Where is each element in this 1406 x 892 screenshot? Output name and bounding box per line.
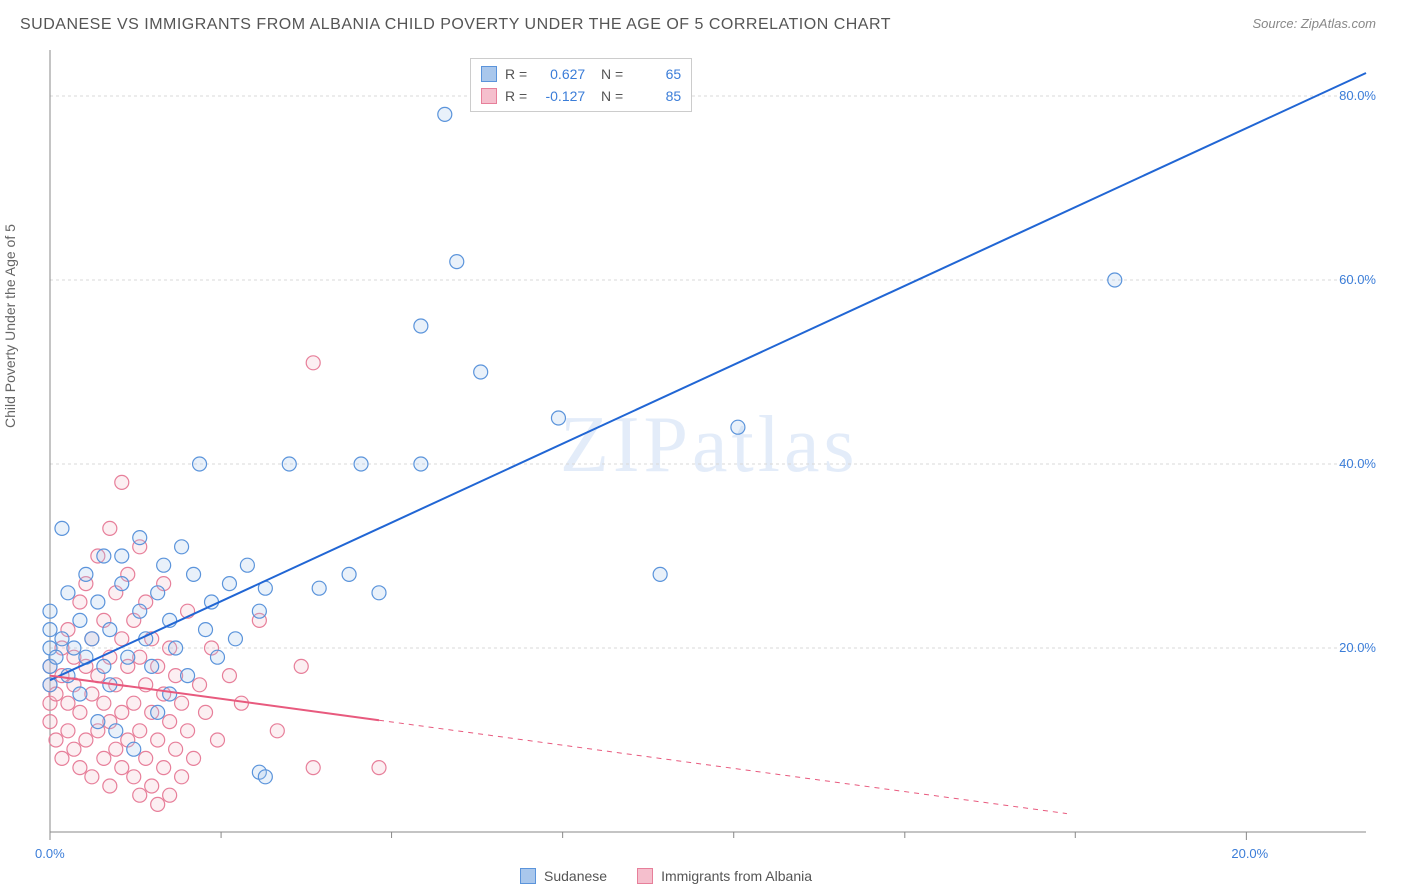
n-value-sudanese: 65 bbox=[631, 63, 681, 85]
swatch-albania-icon bbox=[481, 88, 497, 104]
n-value-albania: 85 bbox=[631, 85, 681, 107]
correlation-row-sudanese: R = 0.627 N = 65 bbox=[481, 63, 681, 85]
series-legend: Sudanese Immigrants from Albania bbox=[520, 868, 812, 884]
legend-label-albania: Immigrants from Albania bbox=[661, 868, 812, 884]
legend-item-sudanese: Sudanese bbox=[520, 868, 607, 884]
legend-item-albania: Immigrants from Albania bbox=[637, 868, 812, 884]
r-value-sudanese: 0.627 bbox=[535, 63, 585, 85]
y-tick-label: 20.0% bbox=[1316, 640, 1376, 655]
r-value-albania: -0.127 bbox=[535, 85, 585, 107]
correlation-row-albania: R = -0.127 N = 85 bbox=[481, 85, 681, 107]
correlation-legend: R = 0.627 N = 65 R = -0.127 N = 85 bbox=[470, 58, 692, 112]
legend-swatch-sudanese-icon bbox=[520, 868, 536, 884]
r-label: R = bbox=[505, 63, 527, 85]
chart-container: SUDANESE VS IMMIGRANTS FROM ALBANIA CHIL… bbox=[0, 0, 1406, 892]
swatch-sudanese-icon bbox=[481, 66, 497, 82]
y-tick-label: 40.0% bbox=[1316, 456, 1376, 471]
y-tick-label: 60.0% bbox=[1316, 272, 1376, 287]
n-label: N = bbox=[593, 85, 623, 107]
x-tick-label: 20.0% bbox=[1231, 846, 1268, 861]
n-label: N = bbox=[593, 63, 623, 85]
r-label: R = bbox=[505, 85, 527, 107]
y-tick-label: 80.0% bbox=[1316, 88, 1376, 103]
scatter-plot-svg bbox=[0, 0, 1406, 892]
legend-label-sudanese: Sudanese bbox=[544, 868, 607, 884]
x-tick-label: 0.0% bbox=[35, 846, 65, 861]
legend-swatch-albania-icon bbox=[637, 868, 653, 884]
